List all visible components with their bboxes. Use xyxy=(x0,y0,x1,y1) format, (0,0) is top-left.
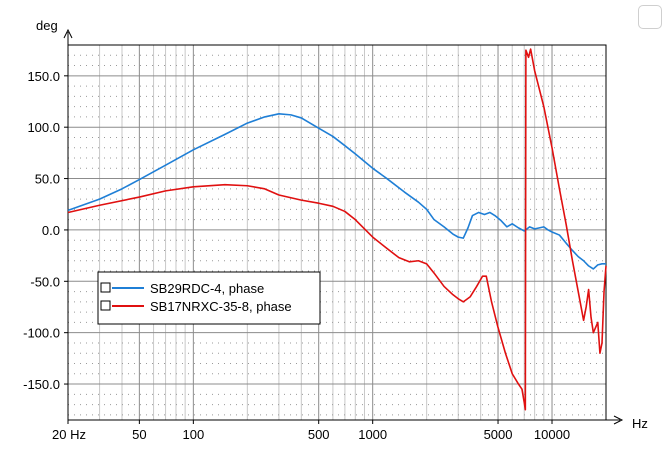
legend-label: SB17NRXC-35-8, phase xyxy=(150,299,292,314)
legend: SB29RDC-4, phase SB17NRXC-35-8, phase xyxy=(97,271,321,325)
tick-label-layer: 150.0 100.0 50.0 0.0 -50.0 -100.0 -150.0 20 Hz 5… xyxy=(23,69,570,442)
y-axis-label: deg xyxy=(36,18,58,33)
x-tick-label: 500 xyxy=(308,427,330,442)
axis-layer xyxy=(63,28,624,425)
x-axis-arrow-icon xyxy=(613,415,624,425)
x-tick-label: 5000 xyxy=(484,427,513,442)
window-control-button[interactable] xyxy=(638,5,662,29)
series-layer xyxy=(67,48,607,411)
y-tick-label: 50.0 xyxy=(35,172,60,187)
y-tick-label: 150.0 xyxy=(27,69,60,84)
y-tick-label: 0.0 xyxy=(42,223,60,238)
y-tick-label: -100.0 xyxy=(23,326,60,341)
grid-layer xyxy=(67,44,607,420)
x-tick-label: 50 xyxy=(132,427,146,442)
y-tick-label: -50.0 xyxy=(30,274,60,289)
y-tick-label: -150.0 xyxy=(23,377,60,392)
x-tick-label: 1000 xyxy=(358,427,387,442)
legend-box xyxy=(97,271,321,325)
legend-checkbox[interactable] xyxy=(100,282,111,293)
plot-area xyxy=(68,45,606,420)
y-axis-arrow-icon xyxy=(63,28,73,39)
x-tick-label: 100 xyxy=(182,427,204,442)
plot-frame xyxy=(67,44,607,421)
x-tick-label: 20 Hz xyxy=(52,427,86,442)
x-axis-label: Hz xyxy=(632,416,648,431)
y-tick-label: 100.0 xyxy=(27,120,60,135)
series-line-2 xyxy=(67,48,607,411)
x-tick-label: 10000 xyxy=(534,427,570,442)
series-line-1 xyxy=(67,113,606,270)
legend-label: SB29RDC-4, phase xyxy=(150,281,264,296)
legend-checkbox[interactable] xyxy=(100,300,111,311)
